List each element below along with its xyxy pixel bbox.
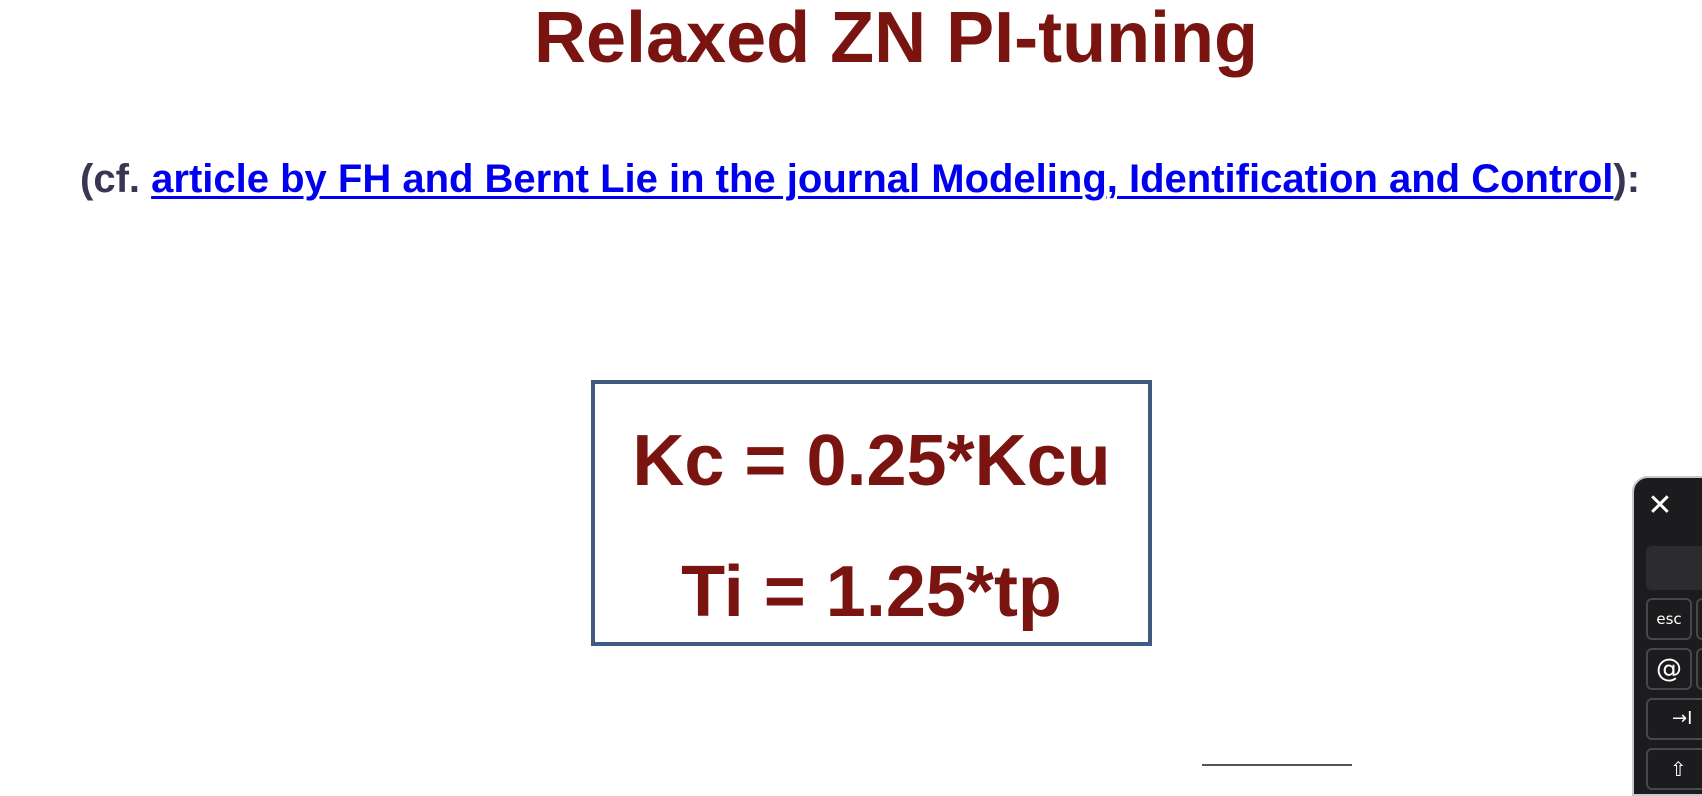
formula-kc: Kc = 0.25*Kcu bbox=[632, 421, 1111, 501]
slide-title: Relaxed ZN PI-tuning bbox=[533, 0, 1259, 78]
close-icon[interactable]: ✕ bbox=[1647, 488, 1673, 523]
reference-prefix: (cf. bbox=[80, 157, 152, 201]
keyboard-key[interactable] bbox=[1696, 598, 1702, 640]
reference-suffix: ): bbox=[1613, 157, 1641, 201]
formula-box: Kc = 0.25*Kcu Ti = 1.25*tp bbox=[591, 380, 1152, 646]
shift-key[interactable]: ⇧ bbox=[1646, 748, 1702, 790]
keyboard-suggestion-bar bbox=[1646, 546, 1702, 590]
article-link[interactable]: article by FH and Bernt Lie in the journ… bbox=[151, 157, 1614, 201]
esc-key[interactable]: esc bbox=[1646, 598, 1692, 640]
keyboard-key[interactable] bbox=[1696, 648, 1702, 690]
window-edge bbox=[1202, 764, 1352, 766]
reference-line: (cf. article by FH and Bernt Lie in the … bbox=[80, 155, 1640, 203]
on-screen-keyboard: ✕ esc @ →I ⇧ bbox=[1632, 476, 1702, 796]
formula-ti: Ti = 1.25*tp bbox=[681, 552, 1062, 632]
tab-key[interactable]: →I bbox=[1646, 698, 1702, 740]
at-key[interactable]: @ bbox=[1646, 648, 1692, 690]
